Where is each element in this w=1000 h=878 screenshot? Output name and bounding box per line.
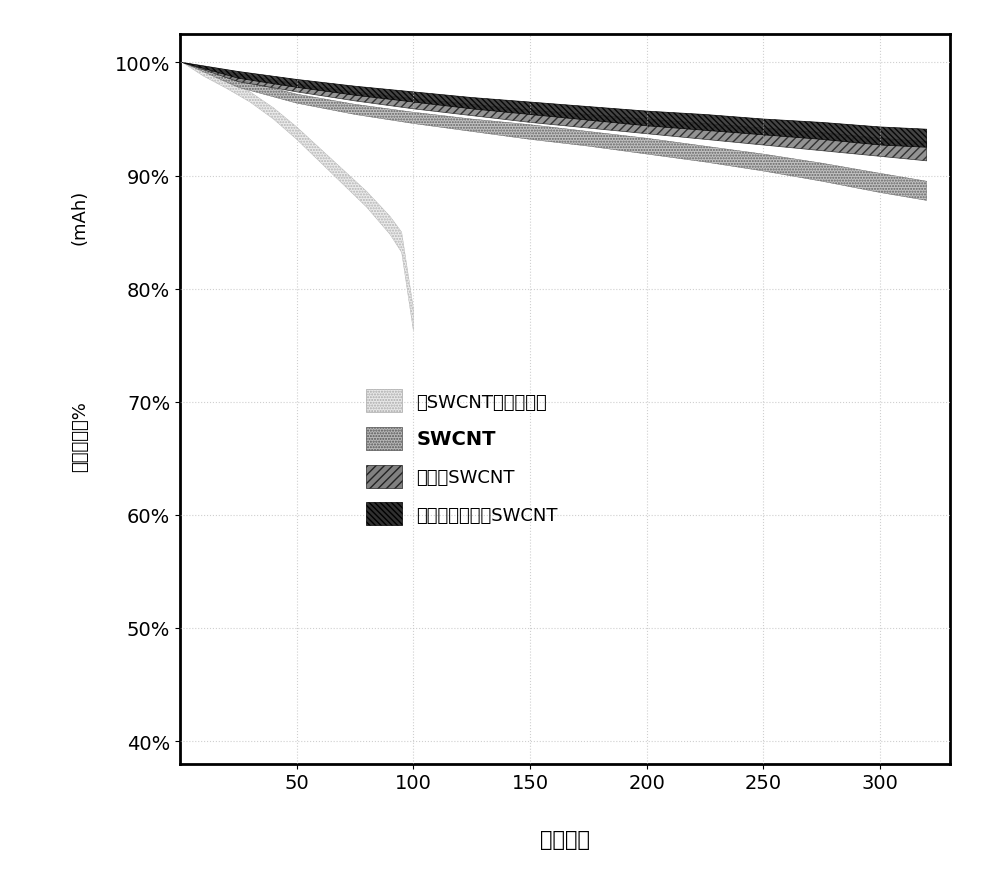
Text: (mAh): (mAh): [71, 190, 89, 245]
Legend: 无SWCNT（对照组）, SWCNT, 剪切的SWCNT, 氧化的，剪切的SWCNT: 无SWCNT（对照组）, SWCNT, 剪切的SWCNT, 氧化的，剪切的SWC…: [358, 383, 565, 533]
Text: 放电容量的%: 放电容量的%: [71, 400, 89, 471]
Text: 循环次数: 循环次数: [540, 830, 590, 849]
